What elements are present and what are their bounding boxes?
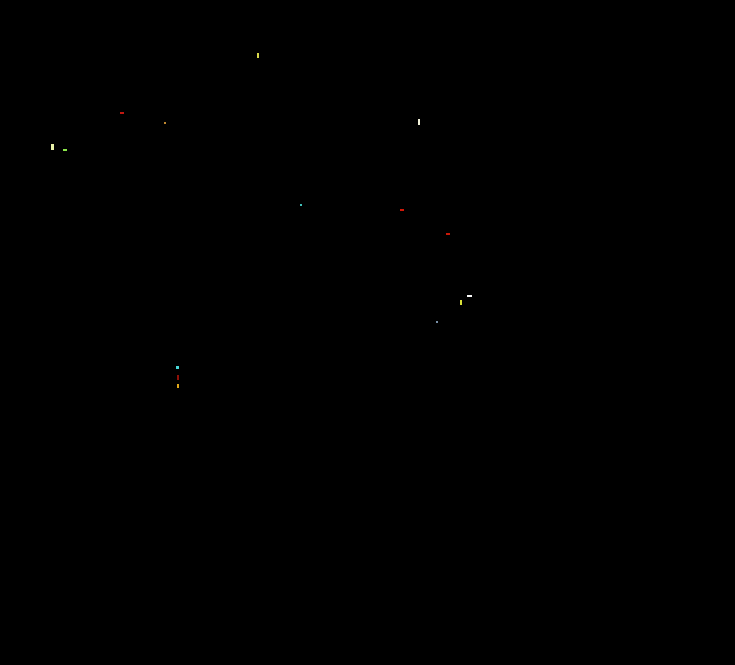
speck-blue-dot-mid-right <box>436 321 438 323</box>
speck-red-dash-upper-left <box>120 112 124 114</box>
speck-cyan-dot-center <box>300 204 302 206</box>
speck-amber-tick-lower-left <box>177 384 179 388</box>
speck-cyan-tick-lower-left <box>176 366 179 369</box>
speck-yellow-tick-left <box>51 144 54 150</box>
speck-yellow-tick-top-center <box>257 53 259 58</box>
speck-amber-dot-upper-left <box>164 122 166 124</box>
speck-white-dash-mid-right <box>467 295 472 297</box>
speck-yellow-tick-mid-right <box>460 300 462 305</box>
speck-red-dash-center-right <box>400 209 404 211</box>
speck-darkred-tick-lower-left <box>177 375 179 380</box>
speck-green-dash-left <box>63 149 67 151</box>
speck-red-dash-mid-right <box>446 233 450 235</box>
speck-white-tick-upper-right <box>418 119 420 125</box>
